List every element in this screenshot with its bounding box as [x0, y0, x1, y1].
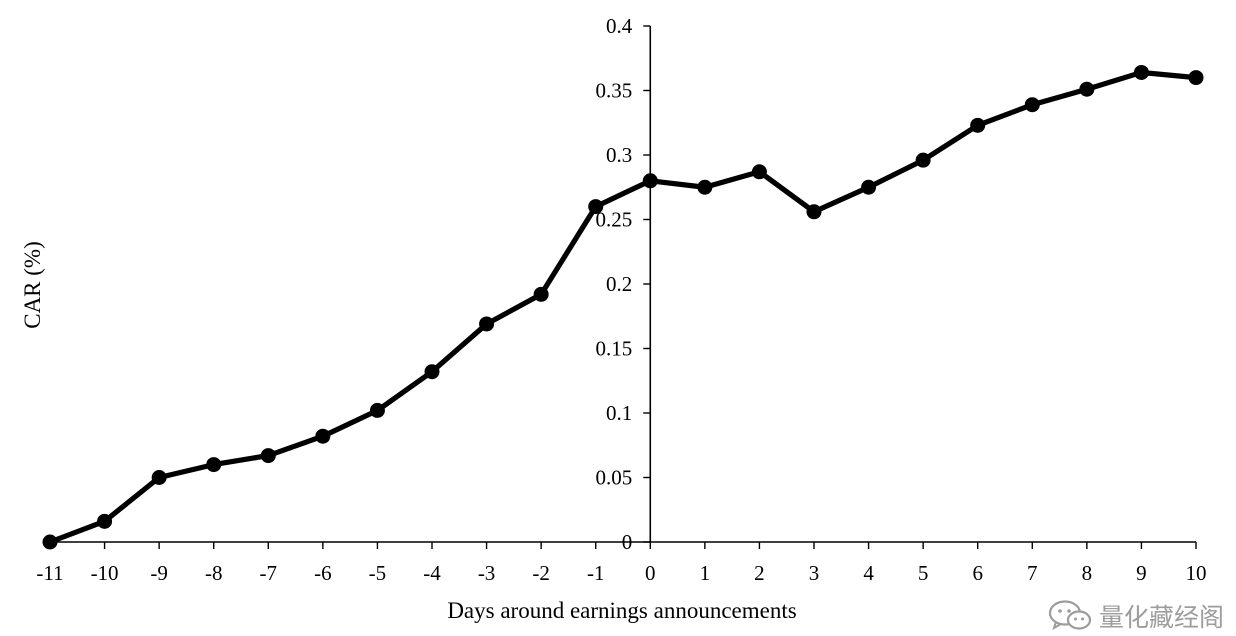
x-tick-label: -8	[205, 561, 223, 585]
x-tick-label: -7	[260, 561, 278, 585]
x-tick-label: 1	[700, 561, 711, 585]
y-tick-label: 0.25	[596, 208, 633, 232]
x-tick-label: 9	[1136, 561, 1147, 585]
x-tick-label: -4	[423, 561, 441, 585]
data-point	[642, 173, 658, 189]
data-point	[424, 364, 440, 380]
tick-labels-layer: -11 -10 -9 -8 -7 -6 -5 -4 -3 -2 -1 0 1 2 3 4 5 6 7 8 9 1000.0…	[36, 14, 1206, 585]
data-point	[533, 286, 549, 302]
data-point	[42, 534, 58, 550]
data-point	[751, 164, 767, 180]
data-point	[369, 402, 385, 418]
y-tick-label: 0.3	[606, 143, 632, 167]
data-point	[915, 152, 931, 168]
data-point	[806, 204, 822, 220]
data-point	[588, 199, 604, 215]
data-point	[1079, 81, 1095, 97]
x-tick-label: 5	[918, 561, 929, 585]
x-tick-label: 6	[972, 561, 983, 585]
x-tick-label: -10	[91, 561, 119, 585]
data-point	[479, 316, 495, 332]
axis-ticks	[49, 25, 1197, 549]
x-tick-label: 7	[1027, 561, 1038, 585]
y-tick-label: 0.2	[606, 272, 632, 296]
data-point	[697, 179, 713, 195]
wechat-icon	[1048, 600, 1092, 631]
y-tick-label: 0.35	[596, 79, 633, 103]
data-point	[260, 448, 276, 464]
data-point	[1188, 70, 1204, 86]
y-tick-label: 0.15	[596, 337, 633, 361]
series-line-layer	[47, 69, 1199, 545]
x-tick-label: -1	[587, 561, 605, 585]
data-point	[1133, 64, 1149, 80]
x-tick-label: -3	[478, 561, 496, 585]
y-tick-label: 0.1	[606, 401, 632, 425]
x-tick-label: -6	[314, 561, 332, 585]
y-tick-label: 0.4	[606, 14, 633, 38]
x-tick-label: 3	[809, 561, 820, 585]
series-markers-layer	[42, 64, 1204, 550]
x-tick-label: 4	[863, 561, 874, 585]
x-tick-label: -9	[150, 561, 168, 585]
x-tick-label: -2	[532, 561, 550, 585]
x-tick-label: 2	[754, 561, 765, 585]
y-tick-label: 0	[622, 530, 633, 554]
data-point	[861, 179, 877, 195]
x-tick-label: 0	[645, 561, 656, 585]
x-axis-title: Days around earnings announcements	[447, 598, 796, 623]
y-axis-title: CAR (%)	[20, 241, 45, 329]
data-point	[315, 428, 331, 444]
y-tick-label: 0.05	[596, 466, 633, 490]
watermark: 量化藏经阁	[1047, 598, 1224, 634]
watermark-text: 量化藏经阁	[1098, 603, 1224, 632]
data-point	[206, 457, 222, 473]
data-point	[97, 513, 113, 529]
data-point	[151, 470, 167, 485]
x-tick-label: 8	[1082, 561, 1093, 585]
series-line	[47, 69, 1199, 545]
x-tick-label: -11	[36, 561, 63, 585]
x-tick-label: 10	[1186, 561, 1207, 585]
data-point	[970, 117, 986, 133]
data-point	[1024, 97, 1040, 113]
x-tick-label: -5	[369, 561, 387, 585]
